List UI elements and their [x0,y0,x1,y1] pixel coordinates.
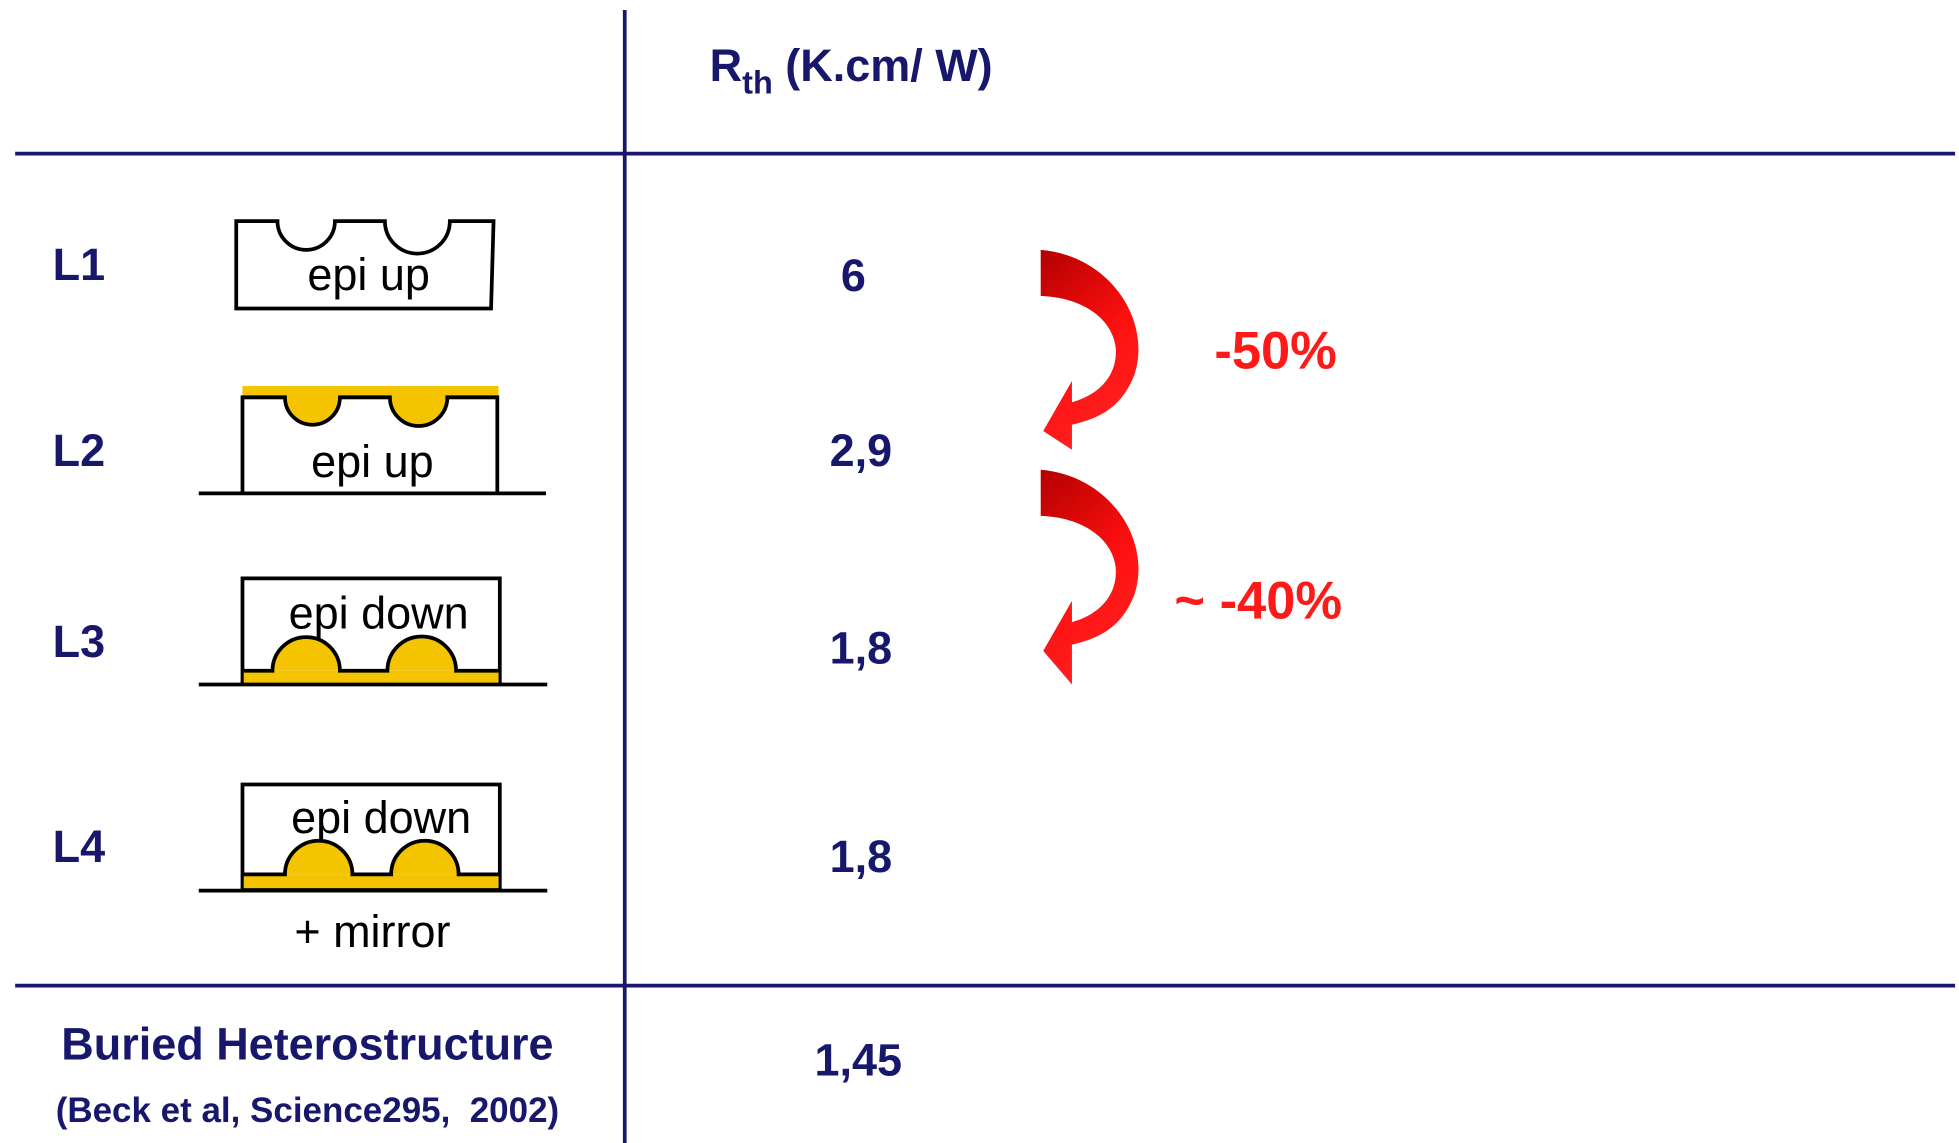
diagram-note: + mirror [294,906,450,957]
value: 2,9 [830,425,893,476]
reference-label: Buried Heterostructure [61,1018,553,1069]
diagram-l3: epi down [198,576,548,687]
value: 1,8 [830,622,893,673]
reduction-annotation: ~ -40% [1174,572,1342,630]
diagram-l1: epi up [234,219,496,311]
value: 1,8 [830,831,893,882]
row-label: L3 [53,616,105,667]
diagram-label: epi down [289,587,469,638]
reduction-annotation: -50% [1214,323,1336,381]
value: 1,45 [815,1035,903,1086]
header-symbol: R [710,40,742,91]
diagram-l4: epi down + mirror [198,782,548,957]
reference-citation: (Beck et al, Science295, 2002) [56,1091,559,1130]
diagram-l2: epi up [198,385,547,496]
row-label: L1 [53,239,105,290]
reduction-arrow [1040,469,1139,685]
value: 6 [841,250,866,301]
row-label: L4 [53,821,105,872]
diagram-label: epi up [307,249,430,300]
header-unit: (K.cm/ W) [785,40,992,91]
diagram-label: epi down [291,792,471,843]
reduction-arrow [1040,249,1139,450]
row-label: L2 [53,425,105,476]
column-header: Rth (K.cm/ W) [710,40,993,100]
diagram-label: epi up [311,436,434,487]
header-subscript: th [742,65,773,101]
